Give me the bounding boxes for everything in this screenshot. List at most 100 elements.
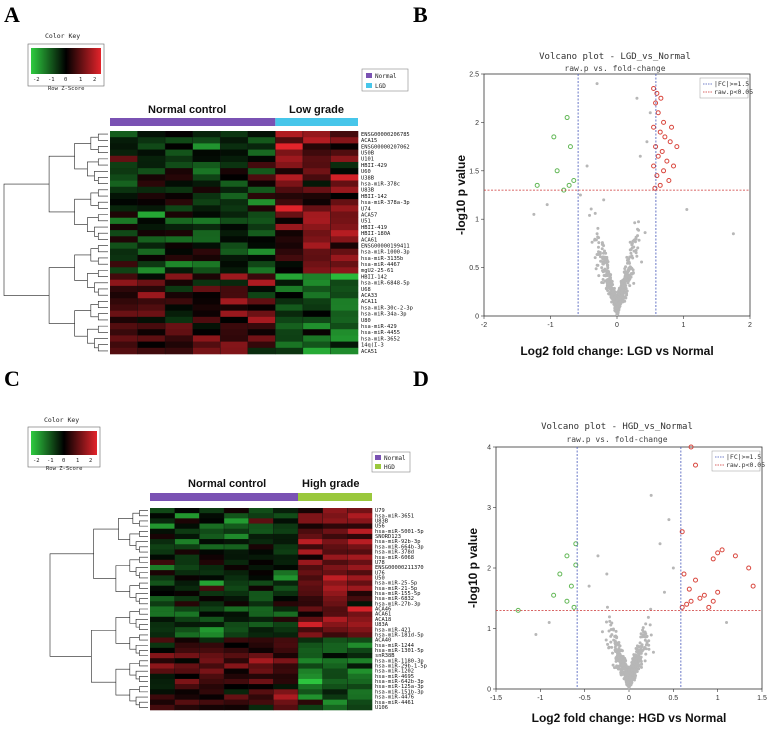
heatmap-cell bbox=[192, 316, 221, 324]
point-up bbox=[750, 583, 756, 589]
heatmap-cell bbox=[302, 217, 331, 225]
heatmap-cell bbox=[150, 689, 175, 695]
heatmap-cell bbox=[273, 544, 299, 550]
heatmap-cell bbox=[150, 523, 175, 530]
heatmap-cell bbox=[298, 570, 323, 576]
heatmap-cell bbox=[322, 653, 348, 659]
point-nonsig bbox=[662, 590, 666, 594]
heatmap-cell bbox=[273, 668, 299, 675]
heatmap-cell bbox=[137, 217, 166, 225]
dendrogram-branch bbox=[94, 170, 108, 181]
heatmap-cell bbox=[347, 549, 373, 555]
heatmap-cell bbox=[273, 694, 299, 700]
heatmap-cell bbox=[275, 267, 304, 274]
volcano-panel-d: Volcano plot - HGD_vs_Normal raw.p vs. f… bbox=[466, 422, 767, 725]
y-tick-label: 1 bbox=[487, 626, 491, 633]
heatmap-cell bbox=[322, 523, 348, 530]
heatmap-cell bbox=[137, 248, 166, 256]
row-label: HBII-142 bbox=[361, 194, 387, 200]
x-tick-label: 0.5 bbox=[668, 695, 678, 702]
heatmap-cell bbox=[224, 533, 249, 540]
heatmap-cell bbox=[174, 673, 200, 680]
x-axis-label: Log2 fold change: HGD vs Normal bbox=[532, 711, 727, 725]
point-up bbox=[658, 95, 664, 101]
row-label: ACA40 bbox=[375, 638, 391, 644]
x-tick-label: -1 bbox=[537, 695, 543, 702]
point-up bbox=[652, 185, 658, 191]
legend-c: Normal HGD bbox=[371, 451, 411, 473]
heatmap-cell bbox=[298, 611, 323, 618]
heatmap-cell bbox=[137, 329, 166, 336]
heatmap-cell bbox=[322, 580, 348, 586]
heatmap-cell bbox=[192, 211, 221, 219]
legend-swatch-lgd bbox=[366, 83, 372, 88]
point-down bbox=[534, 182, 540, 188]
point-up bbox=[701, 592, 707, 598]
heatmap-cell bbox=[150, 637, 175, 643]
heatmap-cell bbox=[192, 341, 221, 349]
heatmap-cell bbox=[347, 601, 373, 607]
point-nonsig bbox=[534, 633, 538, 637]
dendrogram-branch bbox=[94, 226, 108, 237]
point-nonsig bbox=[604, 638, 608, 642]
point-nonsig bbox=[637, 645, 641, 649]
row-label: mgU2-25-61 bbox=[361, 268, 393, 274]
heatmap-cell bbox=[322, 606, 348, 612]
point-nonsig bbox=[634, 647, 638, 651]
point-down bbox=[567, 144, 573, 150]
heatmap-cell bbox=[150, 663, 175, 669]
point-nonsig bbox=[610, 633, 614, 637]
row-label: hsa-miR-378c bbox=[361, 182, 400, 188]
heatmap-cell bbox=[137, 174, 166, 181]
point-down bbox=[554, 168, 560, 174]
point-nonsig bbox=[620, 669, 624, 673]
heatmap-cell bbox=[347, 663, 373, 669]
row-label: U83B bbox=[361, 188, 374, 194]
heatmap-cell bbox=[248, 668, 274, 675]
heatmap-cell bbox=[199, 627, 225, 633]
row-label: hsa-miR-4461 bbox=[375, 700, 414, 706]
point-nonsig bbox=[604, 257, 608, 261]
heatmap-cell bbox=[150, 678, 175, 685]
dendrogram-branch bbox=[135, 644, 148, 654]
point-nonsig bbox=[629, 672, 633, 676]
heatmap-cell bbox=[137, 168, 166, 175]
heatmap-cell bbox=[273, 585, 299, 592]
y-tick-label: 4 bbox=[487, 445, 491, 452]
heatmap-cell bbox=[247, 230, 276, 237]
row-label: hsa-miR-151b-3p bbox=[375, 689, 424, 695]
heatmap-cell bbox=[174, 539, 200, 545]
point-nonsig bbox=[644, 622, 648, 626]
heatmap-cell bbox=[192, 217, 221, 225]
heatmap-cell bbox=[192, 279, 221, 287]
heatmap-cell bbox=[247, 273, 276, 280]
row-label: hsa-miR-125a-3p bbox=[375, 684, 424, 690]
row-label: hsa-miR-1244 bbox=[375, 643, 414, 649]
group-bar-normal bbox=[150, 493, 298, 501]
heatmap-cell bbox=[199, 539, 225, 545]
heatmap-cell bbox=[275, 273, 304, 280]
point-nonsig bbox=[635, 254, 639, 258]
row-label: hsa-miR-92b-3p bbox=[375, 539, 420, 545]
heatmap-cell bbox=[347, 684, 373, 690]
heatmap-cell bbox=[248, 616, 274, 623]
point-nonsig bbox=[532, 212, 536, 216]
heatmap-cell bbox=[273, 575, 299, 581]
point-down bbox=[515, 607, 521, 613]
heatmap-cell bbox=[165, 279, 193, 287]
heatmap-cell bbox=[174, 684, 200, 690]
legend-swatch-hgd bbox=[375, 464, 381, 469]
point-up bbox=[664, 158, 670, 164]
heatmap-cell bbox=[199, 606, 225, 612]
volcano-panel-b: Volcano plot - LGD_vs_Normal raw.p vs. f… bbox=[454, 52, 753, 358]
row-label: hsa-miR-21-5p bbox=[375, 586, 417, 592]
point-nonsig bbox=[602, 255, 606, 259]
color-key-tick: 0 bbox=[64, 77, 67, 83]
heatmap-cell bbox=[347, 559, 373, 566]
heatmap-cell bbox=[165, 236, 193, 243]
point-nonsig bbox=[632, 238, 636, 242]
heatmap-cell bbox=[220, 323, 249, 330]
point-nonsig bbox=[622, 667, 626, 671]
row-label: hsa-miR-4695 bbox=[375, 674, 414, 680]
point-up bbox=[653, 100, 659, 106]
